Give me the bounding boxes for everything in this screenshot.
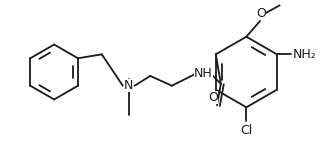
- Text: N: N: [124, 79, 133, 92]
- Text: NH: NH: [194, 67, 213, 80]
- Text: O: O: [256, 7, 266, 20]
- Text: O: O: [208, 91, 218, 104]
- Text: NH₂: NH₂: [292, 48, 316, 61]
- Text: Cl: Cl: [240, 124, 252, 137]
